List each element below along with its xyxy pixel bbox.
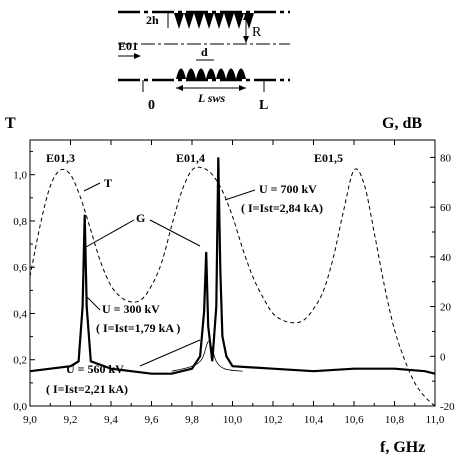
label-i700: ( I=Ist=2,84 kA): [241, 201, 323, 215]
r-arrowhead-top: [243, 13, 249, 20]
G-pointer-left: [85, 219, 135, 248]
chart: T G, dB f, GHz 9,0 9,2 9,4 9,6 9,8 10,0 10,2 10…: [5, 115, 455, 456]
series-T-line: [29, 166, 436, 407]
label-u300: U = 300 kV: [102, 302, 160, 316]
y-left-tick-label: 0,0: [13, 401, 27, 413]
sws-diagram: 2h R E01 d L sws 0 L: [118, 10, 290, 113]
y-right-tick-label: 0: [440, 351, 446, 363]
axis-tick-labels: 9,0 9,2 9,4 9,6 9,8 10,0 10,2 10,4 10,6 10,8 11,0 0…: [13, 152, 455, 426]
zero-label: 0: [148, 98, 155, 113]
x-tick-label: 11,0: [426, 414, 445, 426]
x-tick-label: 10,4: [304, 414, 324, 426]
x-tick-label: 10,6: [344, 414, 364, 426]
l-label: L: [259, 98, 268, 113]
y-left-tick-label: 0,6: [13, 262, 27, 274]
label-T: T: [104, 176, 112, 190]
y-left-tick-label: 0,8: [13, 216, 27, 228]
u300-pointer: [85, 295, 101, 311]
d-label: d: [201, 45, 208, 59]
label-e015: E01,5: [314, 151, 343, 165]
label-e013: E01,3: [46, 151, 75, 165]
x-tick-label: 9,2: [64, 414, 78, 426]
G-pointer-right: [149, 219, 201, 247]
x-tick-label: 9,8: [185, 414, 199, 426]
label-e014: E01,4: [176, 151, 205, 165]
x-tick-label: 9,6: [145, 414, 159, 426]
diagram-bottom-corrugation: [176, 68, 246, 79]
e-arrowhead: [134, 53, 141, 59]
u700-pointer: [224, 189, 256, 201]
x-tick-label: 10,8: [385, 414, 405, 426]
y-left-tick-label: 0,4: [13, 308, 27, 320]
axis-ticks: [29, 140, 436, 407]
T-pointer: [83, 182, 101, 192]
r-label: R: [252, 25, 262, 40]
label-u560: U = 560 kV: [66, 362, 124, 376]
x-tick-label: 10,0: [223, 414, 243, 426]
h-label: 2h: [146, 13, 159, 27]
series-G-line: [29, 157, 436, 375]
e-label: E01: [118, 39, 138, 53]
label-u700: U = 700 kV: [259, 182, 317, 196]
l-sws-label: L sws: [197, 91, 226, 105]
r-arrowhead-bottom: [243, 36, 249, 43]
x-tick-label: 9,0: [23, 414, 37, 426]
x-tick-label: 9,4: [104, 414, 118, 426]
series-G-thin-line: [171, 340, 243, 372]
y-right-tick-label: -20: [440, 401, 455, 413]
u560-pointer: [139, 339, 201, 367]
y-right-tick-label: 20: [440, 302, 452, 314]
diagram-top-corrugation: [174, 13, 254, 29]
label-i560: ( I=Ist=2,21 kA): [46, 382, 128, 396]
label-G: G: [136, 211, 145, 225]
y-left-tick-label: 0,2: [13, 355, 27, 367]
y-right-tick-label: 80: [440, 152, 452, 164]
y-right-tick-label: 60: [440, 202, 452, 214]
y-left-title: T: [5, 115, 16, 132]
y-right-tick-label: 40: [440, 252, 452, 264]
y-left-tick-label: 1,0: [13, 170, 27, 182]
l-sws-arrowhead-right: [239, 85, 246, 91]
x-title: f, GHz: [380, 439, 425, 456]
label-i300: ( I=Ist=1,79 kA ): [96, 321, 180, 335]
x-tick-label: 10,2: [263, 414, 282, 426]
y-right-title: G, dB: [382, 115, 422, 132]
l-sws-arrowhead-left: [176, 85, 183, 91]
